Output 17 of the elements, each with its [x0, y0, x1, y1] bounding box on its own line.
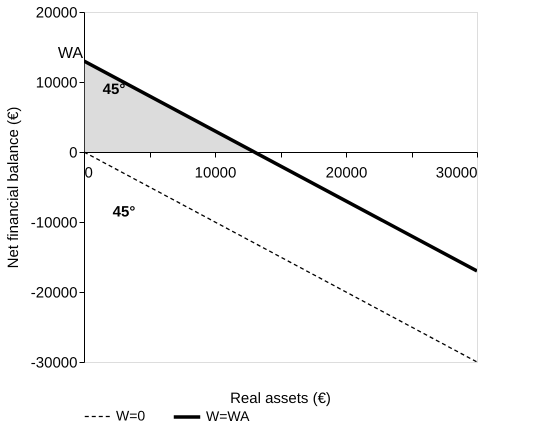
- y-tick-label: -20000: [30, 284, 78, 302]
- y-tick-label: 10000: [36, 74, 78, 92]
- x-tick-label: 20000: [326, 164, 368, 182]
- x-tick-label: 10000: [194, 164, 236, 182]
- annotation: 45°: [112, 204, 136, 220]
- annotation: WA: [58, 45, 84, 62]
- legend-label: W=0: [116, 408, 146, 424]
- y-tick-label: -10000: [30, 214, 78, 232]
- x-tick-label: 0: [84, 164, 93, 182]
- y-tick-label: -30000: [30, 354, 78, 372]
- y-tick-label: 20000: [36, 4, 78, 22]
- x-tick-label: 30000: [436, 164, 478, 182]
- x-axis-title: Real assets (€): [230, 390, 331, 407]
- legend-label: W=WA: [206, 408, 250, 424]
- y-axis-title: Net financial balance (€): [4, 106, 22, 268]
- annotation: 45°: [102, 81, 126, 98]
- y-tick-label: 0: [69, 144, 78, 162]
